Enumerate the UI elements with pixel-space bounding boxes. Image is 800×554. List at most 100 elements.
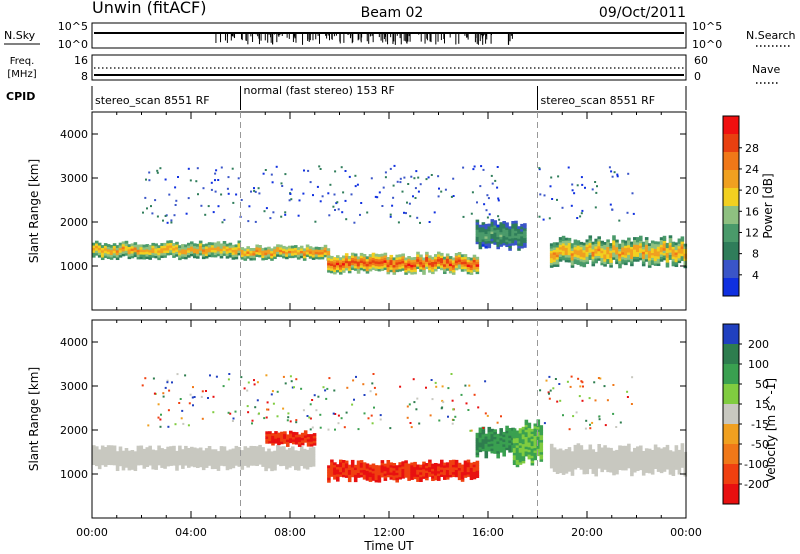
velocity-cell (597, 451, 601, 455)
velocity-cell (549, 465, 554, 469)
power-cell (342, 270, 346, 273)
power-cell (668, 240, 673, 243)
velocity-cell (184, 458, 188, 461)
power-cell (630, 248, 634, 252)
power-cell (576, 240, 581, 244)
power-cell (674, 247, 679, 251)
power-cell (555, 261, 560, 265)
velocity-cell (100, 460, 105, 463)
velocity-cell (527, 437, 532, 441)
velocity-scatter-point (549, 389, 552, 392)
velocity-scatter-point (222, 385, 225, 388)
power-cell (410, 257, 414, 261)
velocity-cell (636, 463, 640, 467)
power-cell (555, 259, 560, 263)
velocity-cell (668, 471, 673, 475)
power-cell (454, 257, 459, 261)
velocity-cell (416, 464, 420, 468)
power-cell (665, 245, 670, 249)
velocity-cell (641, 465, 646, 469)
power-cell (299, 253, 304, 256)
velocity-cell (308, 452, 313, 456)
freq-frame (91, 54, 687, 81)
velocity-scatter-point (289, 375, 292, 378)
velocity-cell (344, 467, 349, 471)
power-cell (472, 266, 477, 270)
power-cell (157, 247, 161, 251)
power-cell (585, 239, 590, 243)
velocity-cell (374, 474, 379, 478)
velocity-cell (231, 460, 236, 464)
power-cell (609, 255, 613, 259)
power-cell (261, 247, 265, 251)
velocity-scatter-point (162, 395, 165, 398)
velocity-cell (286, 439, 290, 443)
velocity-scatter (141, 373, 634, 432)
velocity-cell (277, 439, 281, 443)
power-cell (475, 266, 480, 270)
power-cell (594, 238, 598, 242)
power-cell (523, 242, 527, 246)
velocity-cell (647, 468, 652, 471)
power-cell (437, 266, 441, 269)
velocity-cell (533, 440, 538, 444)
power-cell (273, 253, 277, 257)
power-cell (237, 245, 242, 249)
velocity-cell (279, 453, 283, 457)
velocity-band (92, 444, 316, 472)
velocity-scatter-point (287, 412, 290, 415)
velocity-cell (597, 446, 601, 450)
power-cell (213, 242, 218, 246)
power-cell (597, 255, 601, 259)
power-cell (588, 252, 593, 256)
velocity-cell (276, 452, 280, 456)
velocity-scatter-point (442, 401, 445, 404)
velocity-cell (552, 459, 557, 463)
power-cell (656, 246, 661, 250)
power-cell (356, 261, 361, 265)
velocity-cell (145, 456, 150, 460)
velocity-cell (166, 453, 170, 457)
velocity-cell (228, 466, 233, 470)
power-cell (252, 255, 256, 259)
power-cell (326, 250, 331, 254)
power-cell (389, 264, 394, 268)
velocity-cell (493, 446, 497, 450)
power-cell (647, 252, 652, 256)
velocity-cell (618, 452, 622, 456)
cpid-label: CPID (6, 90, 35, 103)
velocity-scatter-point (363, 394, 366, 396)
power-cell (181, 246, 185, 250)
velocity-cell (499, 432, 503, 436)
velocity-cell (148, 448, 152, 451)
power-cell (549, 248, 554, 251)
velocity-cell (585, 466, 590, 470)
power-scatter-point (170, 221, 173, 224)
velocity-cell (261, 456, 265, 460)
velocity-cell (196, 455, 200, 459)
power-cell (314, 256, 319, 260)
velocity-cell (659, 470, 664, 474)
power-cell (314, 251, 319, 255)
power-cell (443, 271, 447, 275)
velocity-scatter-point (547, 391, 550, 394)
velocity-cell (240, 450, 245, 453)
power-scatter-point (334, 209, 336, 211)
velocity-cell (425, 465, 429, 469)
velocity-cell (240, 454, 245, 458)
power-scatter-point (618, 219, 621, 222)
power-cell (145, 244, 150, 247)
velocity-cell (296, 467, 301, 471)
velocity-cell (440, 474, 444, 478)
velocity-cell (383, 468, 388, 472)
velocity-cell (103, 447, 108, 450)
power-cell (225, 246, 230, 249)
velocity-cell (243, 448, 248, 452)
velocity-cell (377, 477, 382, 481)
velocity-cell (518, 433, 523, 436)
velocity-cell (451, 462, 456, 465)
velocity-cell (487, 431, 492, 435)
power-cell (97, 247, 102, 251)
power-cell (579, 246, 584, 250)
velocity-cell (213, 458, 218, 462)
